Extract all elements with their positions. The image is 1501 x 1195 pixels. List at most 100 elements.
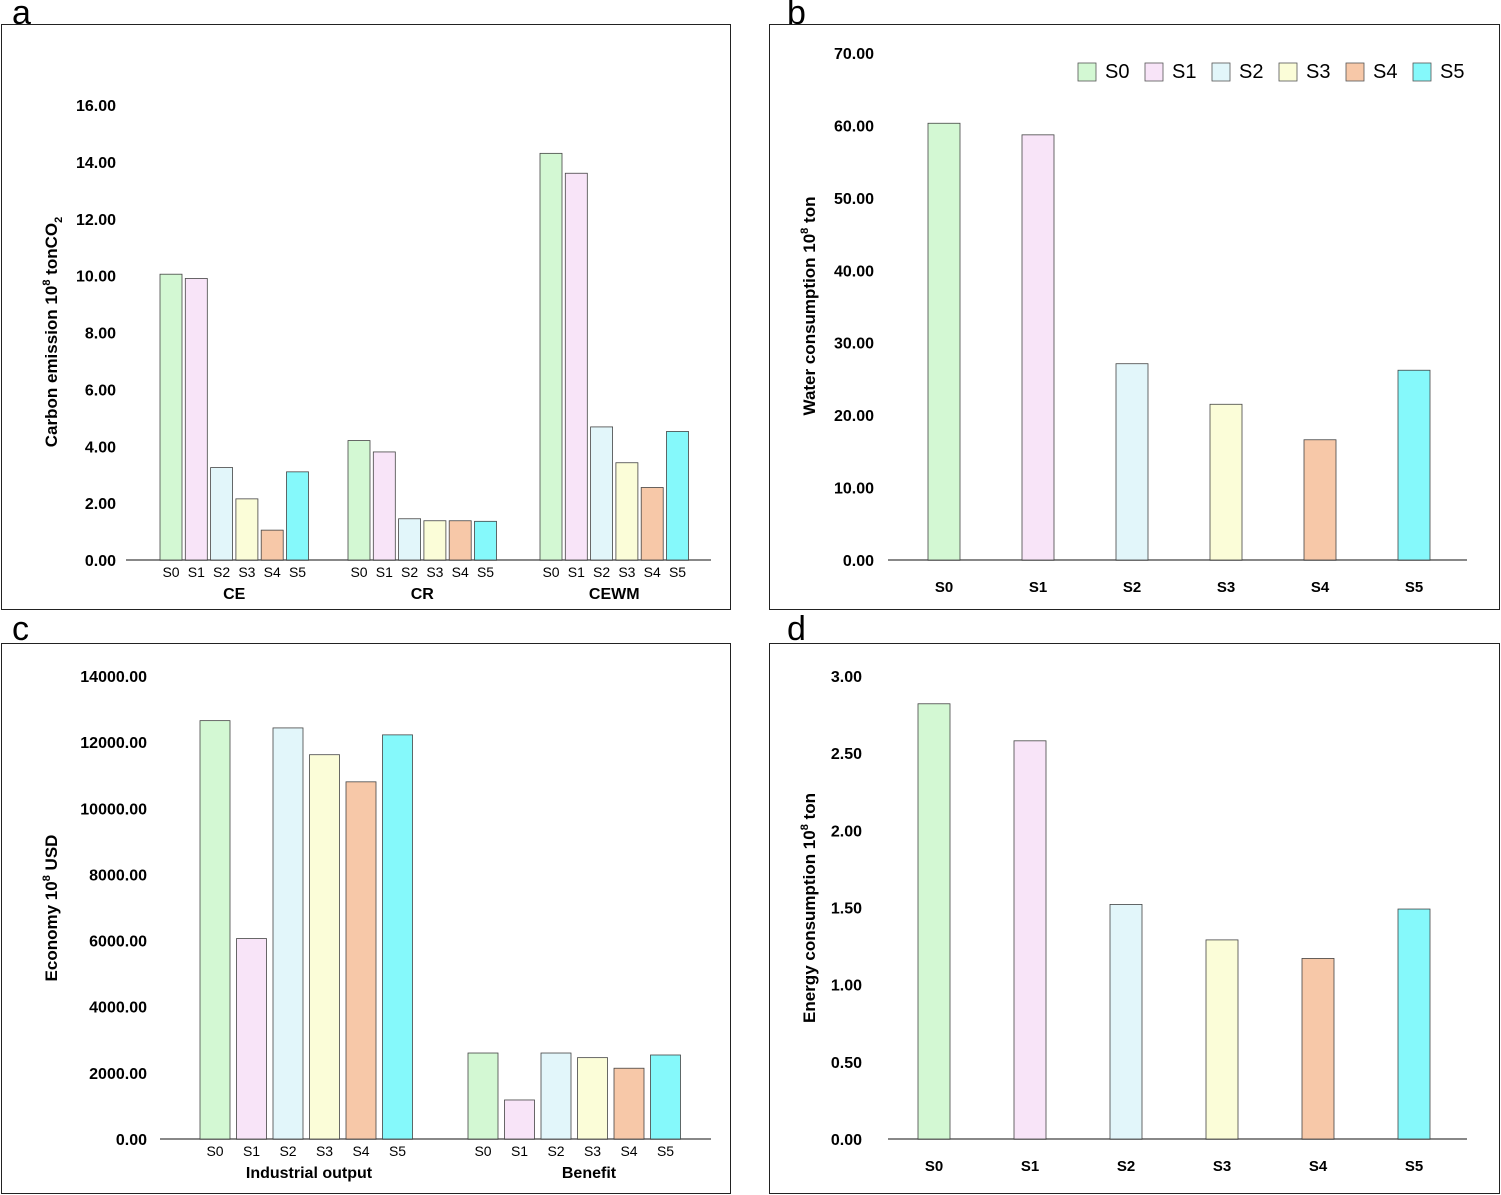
panel-b-legend-label: S4: [1373, 61, 1397, 83]
panel-a-x-tick-label: S3: [238, 564, 255, 580]
panel-c-bar: [272, 727, 304, 1140]
panel-letter-c: c: [12, 610, 29, 648]
panel-a-bar: [159, 273, 183, 561]
panel-a-bar: [286, 471, 309, 561]
panel-b-x-tick-label: S2: [1123, 579, 1141, 596]
panel-c-x-tick-label: S5: [389, 1143, 406, 1159]
panel-c-x-tick-label: S3: [316, 1143, 333, 1159]
panel-b-legend-label: S0: [1105, 61, 1129, 83]
panel-c-x-tick-label: S1: [511, 1143, 528, 1159]
panel-letter-b: b: [787, 0, 806, 32]
panel-d-bar: [1397, 908, 1431, 1140]
panel-a-bar: [448, 520, 472, 561]
panel-b-bar: [1209, 403, 1243, 561]
panel-b-y-tick-label: 20.00: [834, 408, 874, 425]
panel-c-x-tick-label: S2: [279, 1143, 296, 1159]
panel-b-legend-swatch: [1144, 62, 1164, 82]
panel-b-y-tick-label: 0.00: [843, 553, 874, 570]
panel-a-x-tick-label: S5: [289, 564, 306, 580]
panel-c-x-tick-label: S2: [547, 1143, 564, 1159]
panel-b-x-tick-label: S5: [1405, 579, 1423, 596]
panel-b-y-tick-label: 60.00: [834, 118, 874, 135]
panel-b-legend-label: S5: [1440, 61, 1464, 83]
panel-b-y-tick-label: 30.00: [834, 336, 874, 353]
panel-d-y-tick-label: 2.50: [831, 746, 862, 763]
panel-a-y-tick-label: 16.00: [76, 98, 116, 115]
panel-b-legend-swatch: [1412, 62, 1432, 82]
panel-b-legend-label: S2: [1239, 61, 1263, 83]
panel-a-group-label: CEWM: [589, 586, 640, 603]
panel-c-y-tick-label: 0.00: [116, 1132, 147, 1149]
panel-b-legend-label: S1: [1172, 61, 1196, 83]
panel-a-x-tick-label: S1: [188, 564, 205, 580]
panel-a-bar: [474, 520, 497, 561]
panel-d-bar: [1205, 939, 1239, 1140]
panel-a-x-tick-label: S2: [401, 564, 418, 580]
panel-a-x-tick-label: S0: [542, 564, 559, 580]
panel-a-y-tick-label: 8.00: [85, 326, 116, 343]
panel-b-x-tick-label: S4: [1311, 579, 1330, 596]
panel-d-x-tick-label: S4: [1309, 1158, 1328, 1175]
panel-a-bar: [539, 152, 563, 561]
panel-d-x-tick-label: S3: [1213, 1158, 1231, 1175]
panel-a-bar: [564, 172, 588, 561]
panel-b-bar: [1303, 439, 1337, 561]
panel-d-y-axis-label: Energy consumption 108 ton: [799, 793, 819, 1023]
panel-a-y-tick-label: 10.00: [76, 269, 116, 286]
panel-c-x-tick-label: S3: [584, 1143, 601, 1159]
panel-d-y-tick-label: 1.50: [831, 901, 862, 918]
panel-a-x-tick-label: S4: [644, 564, 661, 580]
panel-a-x-tick-label: S5: [477, 564, 494, 580]
panel-c-bar: [309, 754, 340, 1140]
panel-b-y-tick-label: 40.00: [834, 263, 874, 280]
panel-a-bar: [347, 440, 371, 561]
panel-c-y-tick-label: 12000.00: [80, 735, 147, 752]
panel-c-bar: [199, 720, 231, 1140]
panel-c-y-tick-label: 10000.00: [80, 801, 147, 818]
panel-d-bar: [917, 703, 951, 1140]
panel-c-y-tick-label: 8000.00: [89, 867, 147, 884]
panel-a-x-tick-label: S2: [213, 564, 230, 580]
panel-a-bar: [666, 431, 689, 561]
panel-c-x-tick-label: S0: [474, 1143, 491, 1159]
panel-a-bar: [590, 426, 613, 561]
panel-a-bar: [398, 518, 422, 561]
panel-b-bar: [1021, 134, 1055, 561]
panel-d-y-tick-label: 2.00: [831, 823, 862, 840]
panel-b-y-tick-label: 70.00: [834, 46, 874, 63]
panel-b-legend-label: S3: [1306, 61, 1330, 83]
panel-c-x-tick-label: S1: [243, 1143, 260, 1159]
panel-a-x-tick-label: S0: [350, 564, 367, 580]
panel-c-group-label: Benefit: [562, 1165, 617, 1182]
panel-a-y-tick-label: 4.00: [85, 439, 116, 456]
panel-a-bar: [235, 498, 259, 561]
panel-c-y-tick-label: 4000.00: [89, 1000, 147, 1017]
panel-c-y-tick-label: 2000.00: [89, 1066, 147, 1083]
panel-c-bar: [613, 1067, 645, 1140]
panel-c-y-axis-label: Economy 108 USD: [41, 835, 61, 982]
panel-b-y-tick-label: 50.00: [834, 191, 874, 208]
panel-a-x-tick-label: S0: [162, 564, 179, 580]
panel-d-bar: [1301, 958, 1335, 1140]
panel-a-x-tick-label: S1: [568, 564, 585, 580]
panel-c-x-tick-label: S5: [657, 1143, 674, 1159]
panel-c-bar: [236, 938, 267, 1140]
panel-b-x-tick-label: S3: [1217, 579, 1235, 596]
panel-c-y-tick-label: 6000.00: [89, 934, 147, 951]
panel-a-x-tick-label: S4: [452, 564, 469, 580]
panel-d-x-tick-label: S5: [1405, 1158, 1423, 1175]
panel-a-y-tick-label: 2.00: [85, 496, 116, 513]
panel-a-bar: [210, 467, 234, 561]
panel-a-bar: [372, 451, 396, 561]
panel-a-x-tick-label: S3: [618, 564, 635, 580]
panel-c-bar: [650, 1054, 681, 1140]
panel-letter-d: d: [787, 610, 806, 648]
panel-a-y-tick-label: 6.00: [85, 382, 116, 399]
panel-c-bar: [540, 1052, 572, 1140]
panel-a-bar: [615, 462, 639, 561]
panel-a-group-label: CE: [223, 586, 246, 603]
panel-a-x-tick-label: S1: [376, 564, 393, 580]
panel-b-y-tick-label: 10.00: [834, 481, 874, 498]
panel-b-bar: [1397, 369, 1431, 561]
panel-b-x-tick-label: S1: [1029, 579, 1047, 596]
